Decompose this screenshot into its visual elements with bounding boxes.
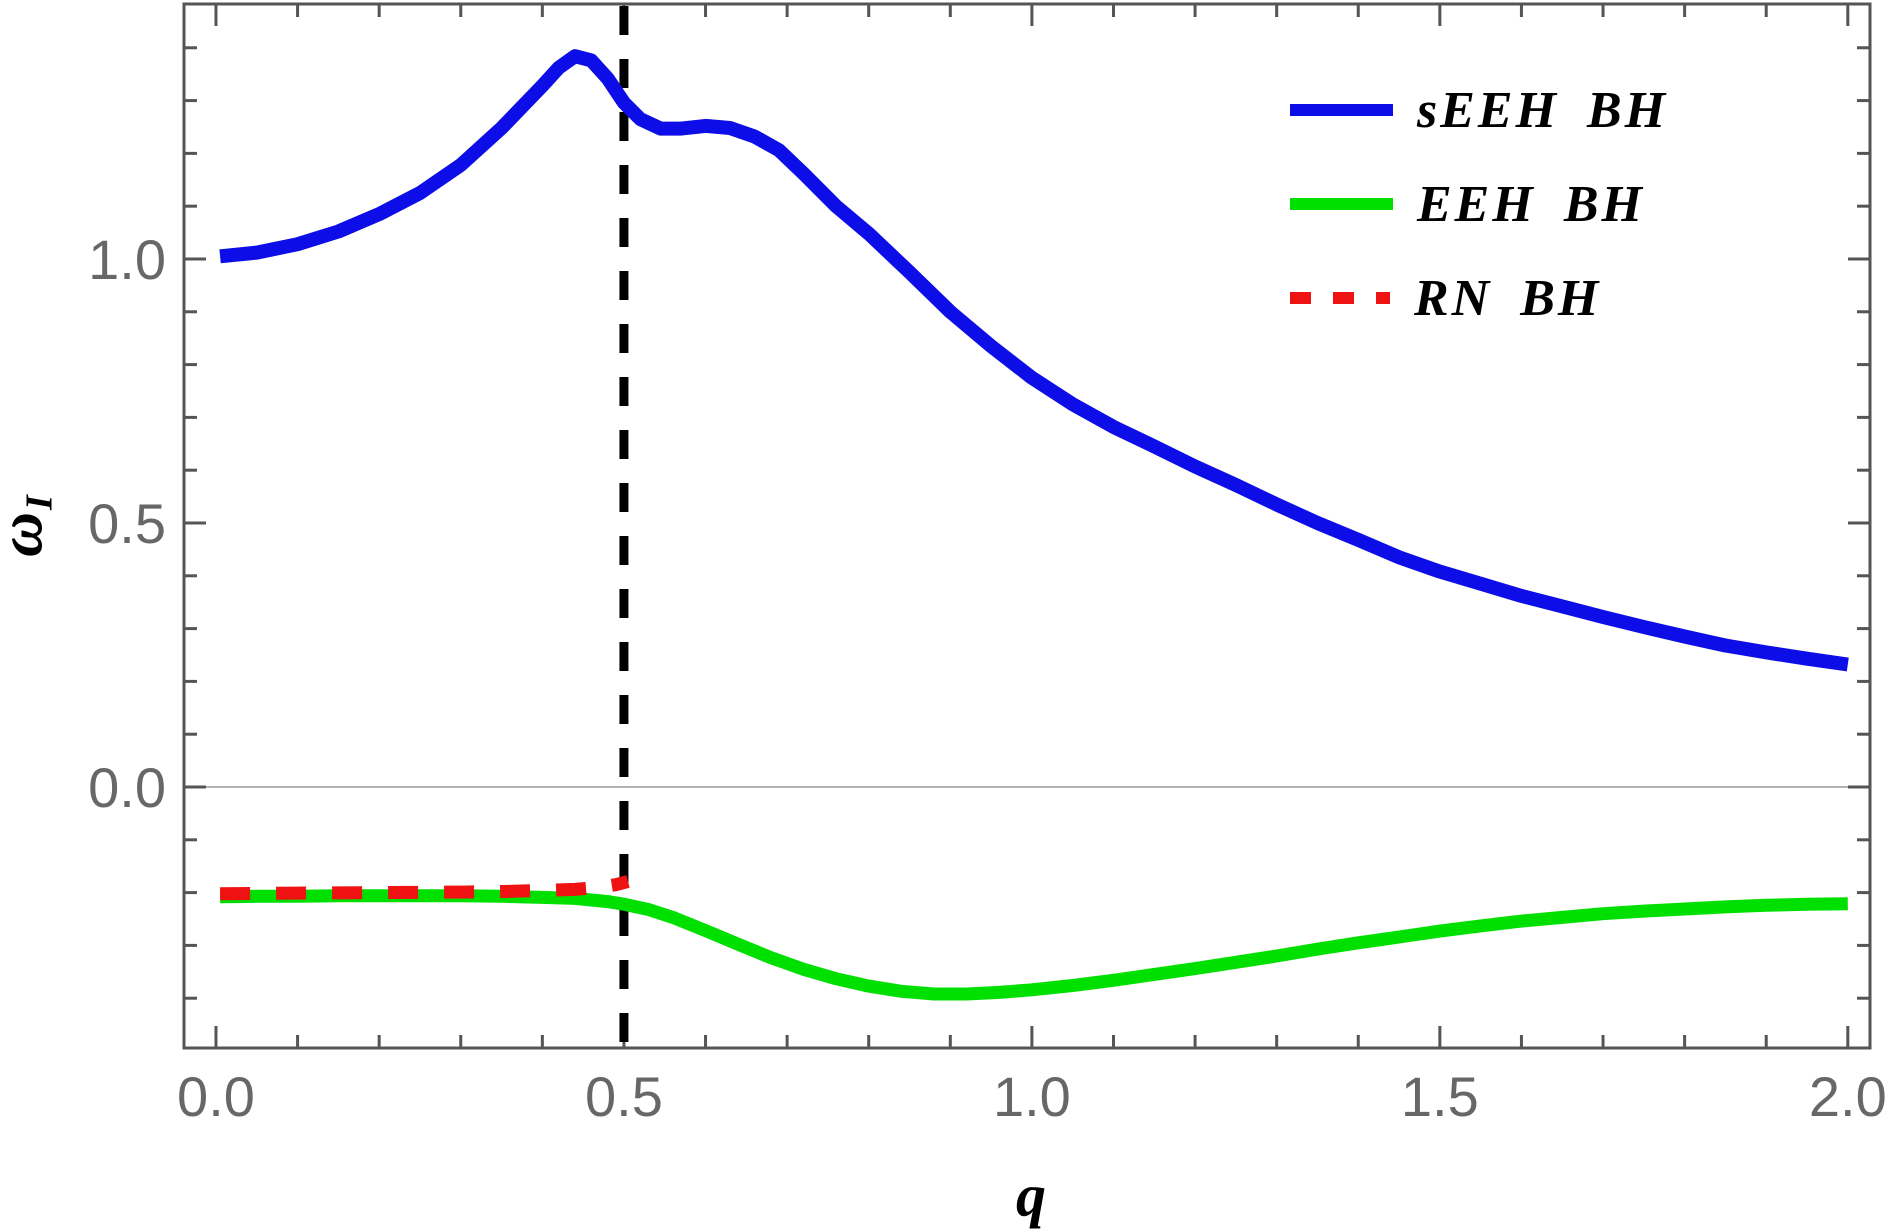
legend-label: sEEH BH (1417, 81, 1669, 139)
y-tick-label: 0.0 (88, 756, 166, 819)
curve-rn-bh (220, 875, 630, 901)
y-tick-label: 0.5 (88, 492, 166, 555)
y-tick-label: 1.0 (88, 228, 166, 291)
curve-eeh-bh (220, 889, 1848, 1001)
x-tick-label: 0.5 (585, 1065, 663, 1128)
legend-item-seeh-bh: sEEH BH (1290, 63, 1668, 157)
legend-item-eeh-bh: EEH BH (1290, 157, 1668, 251)
curve-seeh-bh (219, 49, 1849, 672)
y-axis-label-subscript: I (18, 495, 61, 510)
y-axis-label: ωI (0, 495, 62, 557)
legend-line-swatch-red-dashed (1290, 292, 1390, 304)
plot-frame (182, 2, 1872, 1050)
legend: sEEH BH EEH BH RN BH (1290, 63, 1668, 345)
legend-label: EEH BH (1417, 175, 1645, 233)
y-axis-label-symbol: ω (0, 512, 56, 557)
legend-line-swatch-green (1290, 198, 1393, 210)
x-tick-label: 0.0 (177, 1065, 255, 1128)
legend-line-swatch-blue (1290, 104, 1393, 116)
x-axis-label: q (1016, 1162, 1046, 1229)
x-tick-label: 2.0 (1809, 1065, 1887, 1128)
legend-label: RN BH (1414, 269, 1602, 327)
x-tick-label: 1.0 (993, 1065, 1071, 1128)
x-tick-label: 1.5 (1401, 1065, 1479, 1128)
legend-item-rn-bh: RN BH (1290, 251, 1668, 345)
